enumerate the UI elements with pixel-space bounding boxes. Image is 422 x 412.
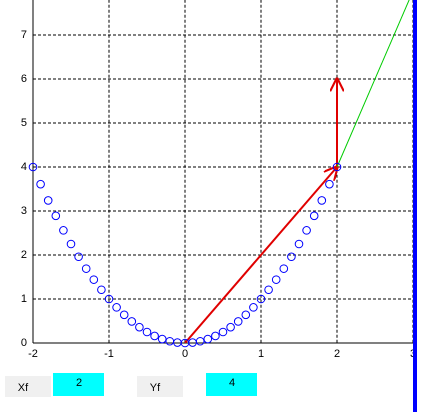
marker — [218, 327, 228, 337]
x-tick-label: -1 — [104, 348, 114, 360]
marker — [89, 275, 99, 284]
control-input[interactable] — [53, 373, 104, 396]
marker — [74, 252, 83, 262]
marker — [271, 275, 281, 284]
x-tick-label: 0 — [182, 348, 188, 360]
y-tick-label: 6 — [21, 73, 27, 85]
y-tick-label: 5 — [21, 117, 27, 129]
control-value: 4 — [229, 377, 235, 389]
control-label: Xf — [18, 382, 29, 394]
y-tick-label: 3 — [21, 205, 27, 217]
marker — [43, 196, 53, 205]
marker — [104, 294, 114, 304]
marker — [28, 162, 38, 172]
control-value: 2 — [76, 377, 82, 389]
marker — [142, 327, 152, 337]
marker — [264, 285, 273, 295]
marker — [119, 310, 129, 320]
y-tick-label: 4 — [21, 161, 27, 173]
marker — [66, 239, 76, 249]
marker — [226, 322, 235, 332]
marker — [97, 285, 106, 295]
marker — [127, 317, 137, 326]
plot-content — [184, 0, 410, 343]
marker — [309, 211, 319, 221]
x-tick-label: -2 — [28, 348, 38, 360]
plot-area — [33, 0, 413, 343]
marker — [317, 196, 327, 205]
marker — [36, 179, 45, 189]
marker — [135, 322, 144, 332]
y-tick-label: 0 — [21, 337, 27, 349]
x-tick-label: 1 — [258, 348, 264, 360]
marker — [279, 264, 289, 273]
marker — [203, 334, 213, 344]
marker — [241, 310, 251, 320]
y-tick-label: 7 — [21, 29, 27, 41]
marker — [59, 226, 68, 235]
marker — [211, 331, 220, 341]
marker — [112, 303, 121, 312]
marker — [325, 179, 334, 189]
marker — [157, 334, 167, 344]
marker — [233, 317, 243, 326]
y-tick-label: 1 — [21, 293, 27, 305]
marker — [294, 239, 304, 249]
control-label-box — [5, 376, 51, 397]
y-tick-label: 2 — [21, 249, 27, 261]
marker — [150, 331, 159, 341]
marker — [256, 294, 266, 304]
marker — [195, 336, 205, 346]
control-label-box — [137, 376, 183, 397]
control-input[interactable] — [206, 373, 257, 396]
x-tick-label: 2 — [334, 348, 340, 360]
marker — [332, 162, 342, 172]
marker — [302, 226, 311, 235]
marker — [51, 211, 61, 221]
marker — [81, 264, 91, 273]
marker — [287, 252, 296, 262]
arrow — [184, 167, 337, 343]
control-label: Yf — [150, 382, 161, 394]
marker — [249, 303, 258, 312]
arrow — [336, 0, 410, 168]
